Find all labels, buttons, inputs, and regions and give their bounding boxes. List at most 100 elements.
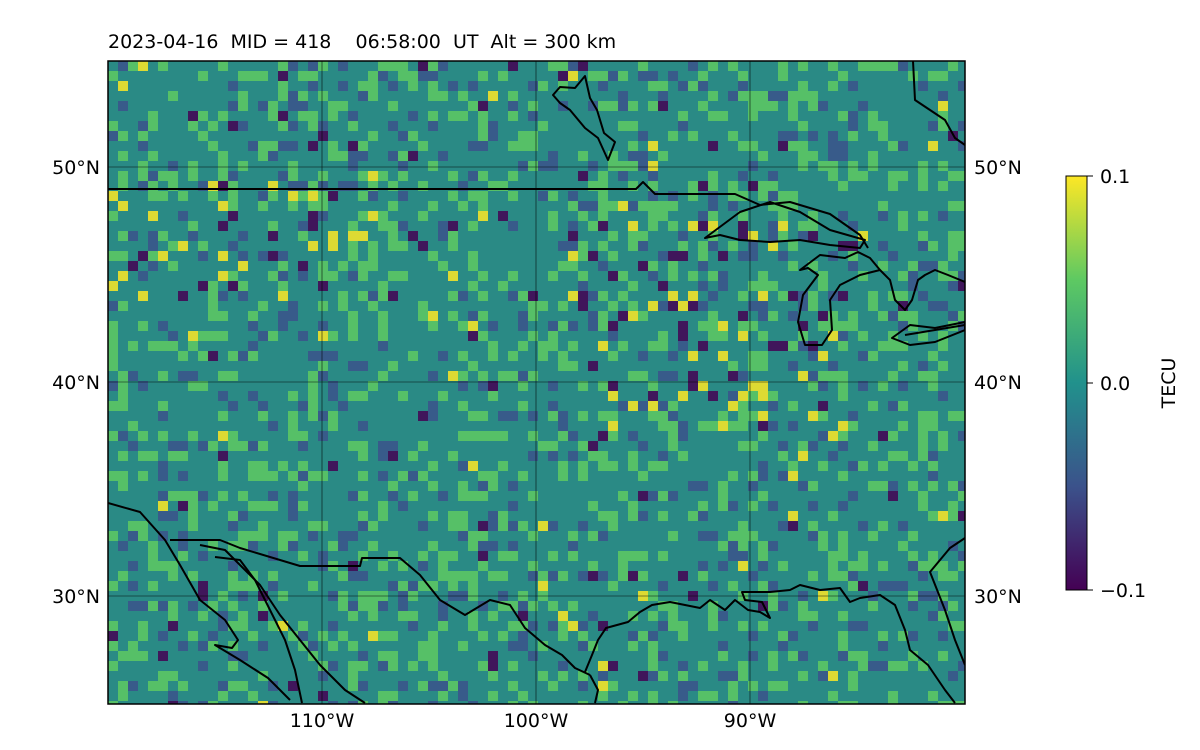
- tec-cell: [358, 151, 368, 161]
- tec-cell: [618, 571, 628, 581]
- tec-cell: [328, 101, 338, 111]
- tec-cell: [228, 661, 238, 671]
- tec-cell: [138, 531, 148, 541]
- colorbar: 0.1 0.0 −0.1 TECU: [1065, 166, 1180, 602]
- tec-cell: [228, 601, 238, 611]
- tec-cell: [448, 511, 458, 521]
- tec-cell: [698, 251, 708, 261]
- tec-cell: [598, 531, 608, 541]
- tec-cell: [808, 261, 818, 271]
- tec-cell: [238, 651, 248, 661]
- tec-cell: [438, 91, 448, 101]
- tec-cell: [738, 441, 748, 451]
- tec-cell: [898, 61, 908, 71]
- tec-cell: [248, 541, 258, 551]
- tec-cell: [838, 441, 848, 451]
- tec-cell: [278, 541, 288, 551]
- tec-cell: [478, 291, 488, 301]
- tec-cell: [928, 261, 938, 271]
- tec-cell: [618, 101, 628, 111]
- tec-cell: [358, 441, 368, 451]
- tec-cell: [398, 131, 408, 141]
- tec-cell: [248, 691, 258, 701]
- tec-cell: [388, 201, 398, 211]
- tec-cell: [198, 641, 208, 651]
- tec-cell: [858, 101, 868, 111]
- tec-cell: [928, 551, 938, 561]
- tec-cell: [278, 321, 288, 331]
- tec-cell: [668, 71, 678, 81]
- tec-cell: [658, 621, 668, 631]
- tec-cell: [548, 571, 558, 581]
- tec-cell: [418, 551, 428, 561]
- tec-cell: [188, 491, 198, 501]
- tec-cell: [458, 351, 468, 361]
- tec-cell: [838, 331, 848, 341]
- tec-cell: [958, 311, 965, 321]
- tec-cell: [918, 161, 928, 171]
- tec-cell: [788, 651, 798, 661]
- tec-cell: [708, 271, 718, 281]
- tec-cell: [658, 251, 668, 261]
- tec-cell: [358, 471, 368, 481]
- tec-cell: [528, 161, 538, 171]
- tec-cell: [438, 561, 448, 571]
- tec-cell: [108, 431, 118, 441]
- tec-cell: [858, 351, 868, 361]
- tec-cell: [208, 441, 218, 451]
- tec-cell: [618, 291, 628, 301]
- tec-cell: [938, 121, 948, 131]
- tec-cell: [578, 271, 588, 281]
- tec-cell: [358, 511, 368, 521]
- tec-cell: [468, 361, 478, 371]
- tec-cell: [258, 441, 268, 451]
- tec-cell: [518, 631, 528, 641]
- tec-cell: [338, 571, 348, 581]
- tec-cell: [218, 171, 228, 181]
- tec-cell: [398, 161, 408, 171]
- tec-cell: [738, 91, 748, 101]
- tec-cell: [778, 191, 788, 201]
- tec-cell: [298, 501, 308, 511]
- gulf-of-california: [199, 544, 366, 704]
- tec-cell: [838, 651, 848, 661]
- tec-cell: [298, 641, 308, 651]
- tec-cell: [918, 181, 928, 191]
- tec-cell: [918, 241, 928, 251]
- tec-cell: [338, 601, 348, 611]
- tec-cell: [268, 571, 278, 581]
- tec-cell: [618, 271, 628, 281]
- tec-cell: [438, 601, 448, 611]
- tec-cell: [278, 71, 288, 81]
- tec-cell: [318, 431, 328, 441]
- tec-cell: [818, 161, 828, 171]
- tec-cell: [598, 681, 608, 691]
- tec-cell: [588, 311, 598, 321]
- tec-cell: [178, 701, 188, 704]
- tec-cell: [218, 681, 228, 691]
- tec-cell: [228, 431, 238, 441]
- tec-cell: [578, 521, 588, 531]
- tec-cell: [158, 371, 168, 381]
- tec-cell: [898, 221, 908, 231]
- tec-cell: [448, 191, 458, 201]
- tec-cell: [478, 601, 488, 611]
- tec-cell: [148, 121, 158, 131]
- tec-cell: [308, 191, 318, 201]
- tec-cell: [428, 251, 438, 261]
- tec-cell: [108, 71, 118, 81]
- tec-cell: [458, 291, 468, 301]
- tec-cell: [828, 361, 838, 371]
- tec-cell: [538, 191, 548, 201]
- tec-cell: [478, 121, 488, 131]
- tec-cell: [678, 671, 688, 681]
- tec-cell: [708, 321, 718, 331]
- tec-cell: [898, 301, 908, 311]
- tec-cell: [658, 211, 668, 221]
- tec-cell: [928, 461, 938, 471]
- tec-cell: [558, 471, 568, 481]
- tec-cell: [928, 511, 938, 521]
- tec-cell: [668, 701, 678, 704]
- tec-cell: [258, 141, 268, 151]
- tec-cell: [788, 191, 798, 201]
